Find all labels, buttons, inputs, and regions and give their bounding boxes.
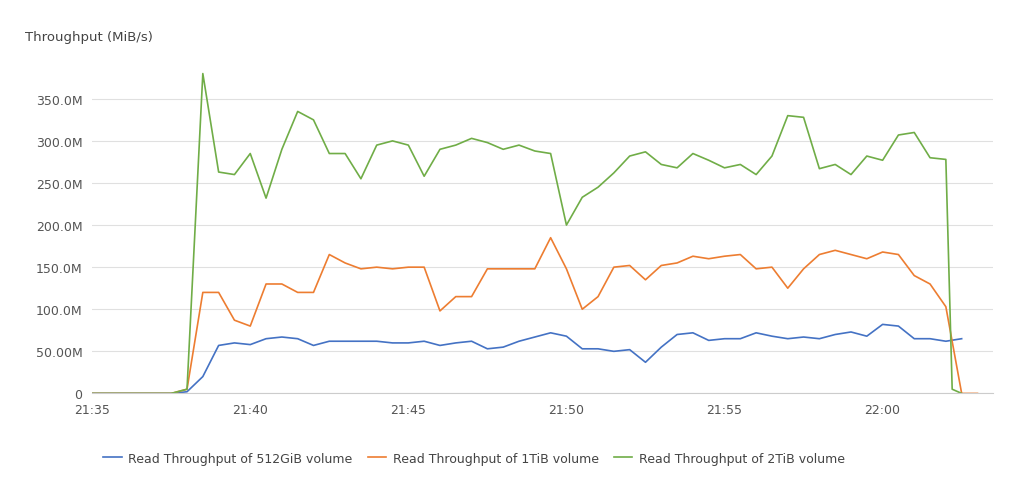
Read Throughput of 1TiB volume — [798, 266, 810, 272]
Read Throughput of 512GiB volume — [908, 336, 921, 342]
Read Throughput of 2TiB volume — [197, 72, 209, 77]
Read Throughput of 2TiB volume — [639, 150, 651, 156]
Read Throughput of 1TiB volume — [655, 263, 668, 269]
Read Throughput of 512GiB volume — [86, 391, 98, 396]
Read Throughput of 2TiB volume — [655, 162, 668, 168]
Legend: Read Throughput of 512GiB volume, Read Throughput of 1TiB volume, Read Throughpu: Read Throughput of 512GiB volume, Read T… — [98, 447, 850, 470]
Line: Read Throughput of 1TiB volume: Read Throughput of 1TiB volume — [92, 238, 978, 394]
Text: Throughput (MiB/s): Throughput (MiB/s) — [25, 31, 153, 44]
Line: Read Throughput of 2TiB volume: Read Throughput of 2TiB volume — [92, 74, 962, 394]
Read Throughput of 1TiB volume — [545, 235, 557, 241]
Read Throughput of 512GiB volume — [213, 343, 225, 348]
Read Throughput of 1TiB volume — [86, 391, 98, 396]
Read Throughput of 2TiB volume — [892, 133, 904, 139]
Read Throughput of 512GiB volume — [877, 322, 889, 327]
Read Throughput of 512GiB volume — [671, 332, 683, 338]
Read Throughput of 2TiB volume — [955, 391, 968, 396]
Read Throughput of 1TiB volume — [892, 252, 904, 258]
Read Throughput of 1TiB volume — [687, 254, 699, 260]
Read Throughput of 1TiB volume — [371, 265, 383, 271]
Read Throughput of 512GiB volume — [434, 343, 446, 348]
Read Throughput of 2TiB volume — [386, 139, 398, 144]
Read Throughput of 2TiB volume — [86, 391, 98, 396]
Read Throughput of 2TiB volume — [798, 115, 810, 121]
Read Throughput of 1TiB volume — [639, 277, 651, 283]
Line: Read Throughput of 512GiB volume: Read Throughput of 512GiB volume — [92, 324, 962, 394]
Read Throughput of 512GiB volume — [639, 360, 651, 365]
Read Throughput of 512GiB volume — [528, 335, 541, 340]
Read Throughput of 1TiB volume — [972, 391, 984, 396]
Read Throughput of 2TiB volume — [687, 151, 699, 157]
Read Throughput of 512GiB volume — [955, 336, 968, 342]
